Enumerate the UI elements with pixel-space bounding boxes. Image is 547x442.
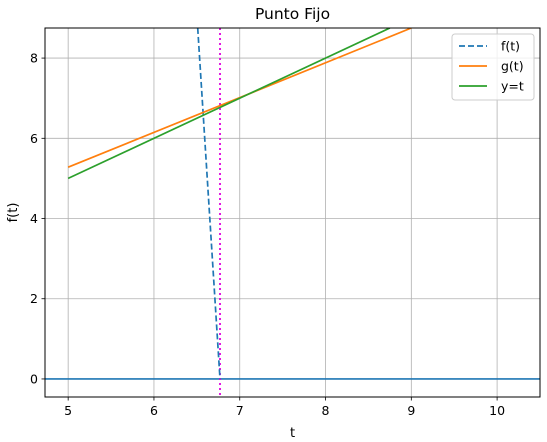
y-tick-label: 2 <box>30 291 38 306</box>
y-tick-label: 8 <box>30 51 38 66</box>
legend-entry: g(t) <box>501 59 524 74</box>
y-tick-label: 4 <box>30 211 38 226</box>
y-tick-label: 6 <box>30 131 38 146</box>
x-tick-label: 9 <box>407 403 415 418</box>
x-axis-label: t <box>290 426 295 441</box>
x-tick-label: 5 <box>64 403 72 418</box>
legend: f(t) g(t) y=t <box>451 33 535 101</box>
series-line-y-t <box>67 28 391 180</box>
series-line-f-t- <box>196 28 221 380</box>
axis-ticks: 5 6 7 8 9 10 0 2 4 6 8 <box>30 51 505 418</box>
x-tick-label: 6 <box>150 403 158 418</box>
x-tick-label: 10 <box>489 403 505 418</box>
legend-entry: f(t) <box>501 39 520 54</box>
legend-entry: y=t <box>501 79 524 94</box>
y-tick-label: 0 <box>30 371 38 386</box>
axes-frame <box>44 27 541 398</box>
x-tick-label: 7 <box>236 403 244 418</box>
y-axis-label: f(t) <box>6 203 21 223</box>
x-tick-label: 8 <box>322 403 330 418</box>
plot-area <box>45 28 540 397</box>
legend-box <box>451 33 535 101</box>
chart-title: Punto Fijo <box>255 5 330 23</box>
